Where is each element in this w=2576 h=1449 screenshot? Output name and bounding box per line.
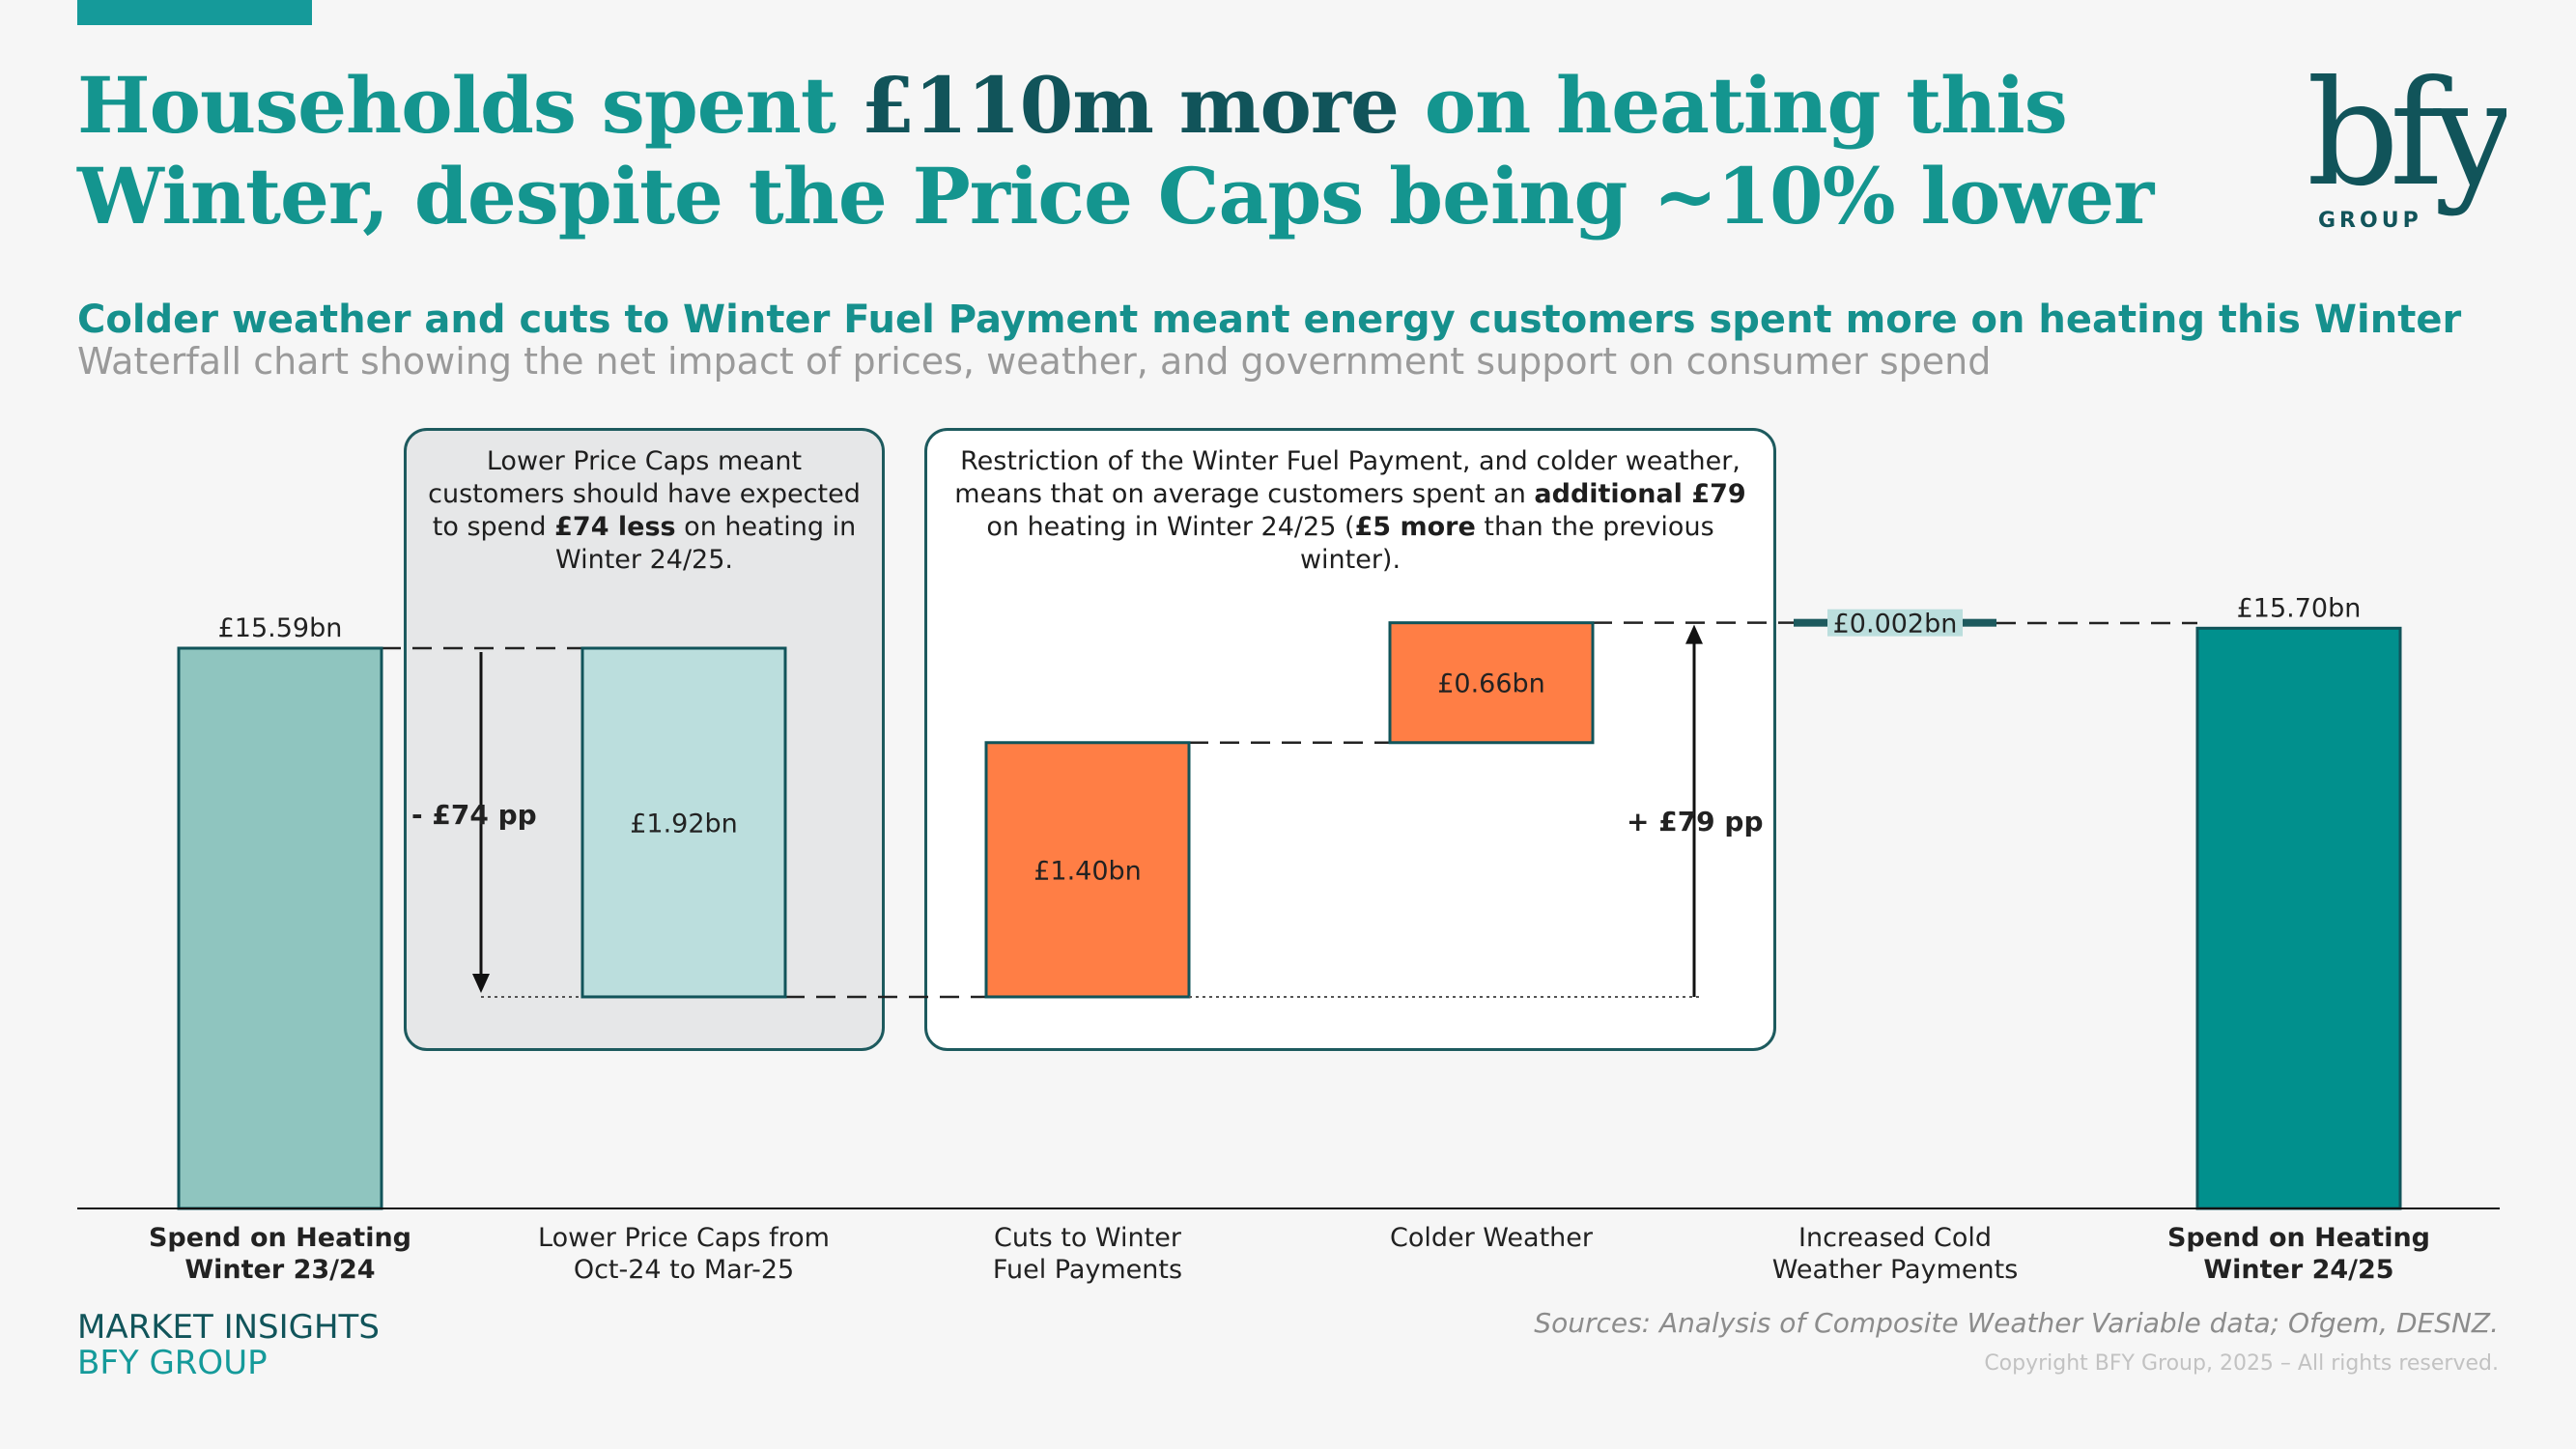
category-label: Cuts to Winter xyxy=(994,1223,1182,1253)
increase-arrowhead xyxy=(1685,624,1703,644)
category-label: Colder Weather xyxy=(1390,1223,1594,1253)
price-cap-annotation: Lower Price Caps meant customers should … xyxy=(415,445,873,577)
decrease-arrow-label: - £74 pp xyxy=(411,799,537,831)
annotation-bold: additional £79 xyxy=(1534,479,1746,509)
annotation-text: on heating in Winter 24/25 ( xyxy=(986,512,1355,542)
logo-mark: bfy xyxy=(2307,70,2506,218)
wfp-weather-annotation: Restriction of the Winter Fuel Payment, … xyxy=(942,445,1759,577)
bfy-logo: bfy GROUP xyxy=(2307,70,2506,233)
annotation-bold: £5 more xyxy=(1354,512,1476,542)
bfy-group-label: BFY GROUP xyxy=(77,1344,268,1382)
data-label-bg xyxy=(1827,609,1963,637)
category-label: Spend on Heating xyxy=(149,1223,411,1253)
category-label: Lower Price Caps from xyxy=(538,1223,830,1253)
logo-word: GROUP xyxy=(2318,209,2422,233)
headline-line2: Winter, despite the Price Caps being ~10… xyxy=(77,151,2154,242)
bar-wfp-cuts xyxy=(984,741,1191,999)
category-label: Fuel Payments xyxy=(993,1255,1182,1285)
category-label: Winter 24/25 xyxy=(2203,1255,2393,1285)
category-label: Weather Payments xyxy=(1772,1255,2019,1285)
data-label: £1.40bn xyxy=(1033,856,1142,886)
headline-part2: on heating this xyxy=(1398,60,2068,151)
increase-arrow-label: + £79 pp xyxy=(1627,806,1764,838)
category-label: Spend on Heating xyxy=(2167,1223,2430,1253)
annotation-text: Lower Price Caps meant customers should … xyxy=(428,446,861,542)
sources-note: Sources: Analysis of Composite Weather V… xyxy=(1534,1307,2499,1339)
headline-highlight: £110m more xyxy=(861,60,1400,151)
annotation-bold: £74 less xyxy=(554,512,676,542)
category-label: Winter 23/24 xyxy=(184,1255,375,1285)
bar-winter-24-25 xyxy=(2195,626,2402,1210)
top-accent-bar xyxy=(77,0,312,25)
decrease-arrowhead xyxy=(472,973,490,993)
bar-lower-price-caps xyxy=(580,646,787,999)
headline-part1: Households spent xyxy=(77,60,862,151)
market-insights-label: MARKET INSIGHTS xyxy=(77,1308,380,1347)
category-label: Oct-24 to Mar-25 xyxy=(574,1255,794,1285)
annotation-text: Restriction of the Winter Fuel Payment, … xyxy=(954,446,1741,509)
copyright-note: Copyright BFY Group, 2025 – All rights r… xyxy=(1984,1351,2499,1376)
bar-colder-weather xyxy=(1388,621,1595,745)
subtitle: Colder weather and cuts to Winter Fuel P… xyxy=(77,298,2462,342)
data-label: £0.002bn xyxy=(1833,610,1958,639)
category-label: Increased Cold xyxy=(1798,1223,1992,1253)
annotation-text: than the previous winter). xyxy=(1299,512,1714,575)
data-label: £0.66bn xyxy=(1437,669,1545,699)
bar-winter-23-24 xyxy=(177,646,383,1210)
data-label: £15.70bn xyxy=(2237,593,2362,623)
headline: Households spent £110m more on heating t… xyxy=(77,60,2202,242)
data-label: £1.92bn xyxy=(630,809,738,838)
annotation-text: on heating in Winter 24/25. xyxy=(555,512,857,575)
data-label: £15.59bn xyxy=(218,613,343,643)
chart-description: Waterfall chart showing the net impact o… xyxy=(77,340,1992,383)
